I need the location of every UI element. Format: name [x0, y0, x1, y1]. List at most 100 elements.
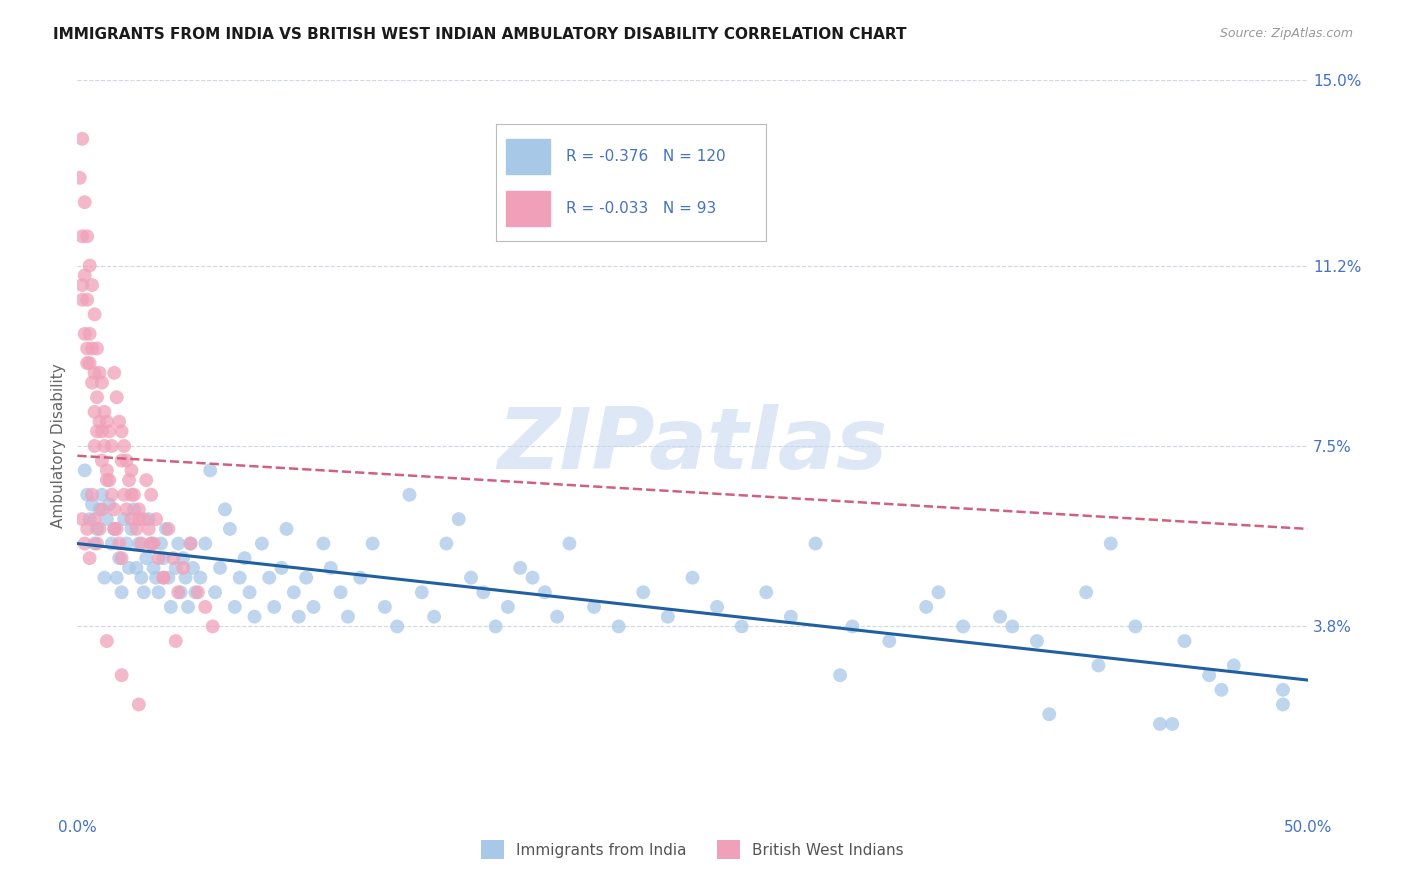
Point [96, 512, 118, 526]
Point [879, 634, 901, 648]
Point [141, 488, 163, 502]
Point [319, 561, 342, 575]
Point [121, 463, 143, 477]
Point [172, 551, 194, 566]
Point [436, 536, 458, 550]
Point [472, 585, 495, 599]
Point [70, 278, 93, 293]
Point [115, 536, 138, 550]
Point [135, 473, 157, 487]
Point [98, 425, 121, 439]
Point [374, 599, 396, 614]
Point [682, 571, 704, 585]
Point [228, 571, 252, 585]
Point [118, 473, 141, 487]
Point [132, 585, 155, 599]
Point [89, 366, 111, 380]
Point [86, 390, 108, 404]
Point [263, 599, 285, 614]
Point [181, 561, 204, 575]
Point [115, 453, 138, 467]
Point [73, 536, 96, 550]
Point [142, 561, 165, 575]
Point [162, 551, 184, 566]
Point [103, 502, 125, 516]
Point [70, 293, 93, 307]
Point [731, 619, 754, 633]
Point [82, 376, 104, 390]
Point [288, 609, 311, 624]
Legend: Immigrants from India, British West Indians: Immigrants from India, British West Indi… [481, 840, 904, 859]
Point [82, 278, 104, 293]
Point [129, 536, 153, 550]
Point [1149, 717, 1171, 731]
Point [103, 522, 125, 536]
Point [1174, 634, 1197, 648]
Point [76, 356, 98, 370]
Point [780, 609, 803, 624]
Point [111, 425, 132, 439]
Point [76, 342, 98, 356]
Point [142, 536, 165, 550]
Point [214, 502, 236, 516]
Point [187, 585, 209, 599]
Text: IMMIGRANTS FROM INDIA VS BRITISH WEST INDIAN AMBULATORY DISABILITY CORRELATION C: IMMIGRANTS FROM INDIA VS BRITISH WEST IN… [53, 27, 907, 42]
Point [167, 585, 190, 599]
Point [1272, 698, 1295, 712]
Point [83, 405, 105, 419]
Point [90, 502, 114, 516]
Point [90, 425, 114, 439]
Point [259, 571, 281, 585]
Point [534, 585, 557, 599]
Point [1076, 585, 1098, 599]
Point [167, 536, 190, 550]
Point [546, 609, 568, 624]
Point [558, 536, 581, 550]
Point [73, 268, 96, 283]
Point [1026, 634, 1049, 648]
Point [86, 342, 108, 356]
Point [101, 488, 124, 502]
Point [73, 195, 96, 210]
Point [170, 585, 193, 599]
Point [755, 585, 778, 599]
Point [155, 522, 177, 536]
Point [101, 439, 124, 453]
Point [411, 585, 433, 599]
Point [112, 439, 135, 453]
Point [98, 498, 121, 512]
Point [93, 405, 115, 419]
Point [111, 668, 132, 682]
Point [706, 599, 728, 614]
Point [165, 561, 187, 575]
Point [224, 599, 246, 614]
Point [70, 132, 93, 146]
Point [1198, 668, 1220, 682]
Point [583, 599, 606, 614]
Point [125, 561, 148, 575]
Point [122, 502, 145, 516]
Point [496, 599, 519, 614]
Point [118, 561, 141, 575]
Point [180, 536, 202, 550]
Point [121, 512, 143, 526]
Point [423, 609, 446, 624]
Point [447, 512, 470, 526]
Point [194, 536, 217, 550]
Point [184, 585, 207, 599]
Point [129, 571, 153, 585]
Point [90, 488, 114, 502]
Point [204, 585, 226, 599]
Point [174, 571, 197, 585]
Point [111, 585, 132, 599]
Point [522, 571, 544, 585]
Point [148, 585, 170, 599]
Point [928, 585, 950, 599]
Point [295, 571, 318, 585]
Point [79, 551, 101, 566]
Point [70, 229, 93, 244]
Point [82, 488, 104, 502]
Point [988, 609, 1011, 624]
Point [915, 599, 938, 614]
Point [157, 522, 180, 536]
